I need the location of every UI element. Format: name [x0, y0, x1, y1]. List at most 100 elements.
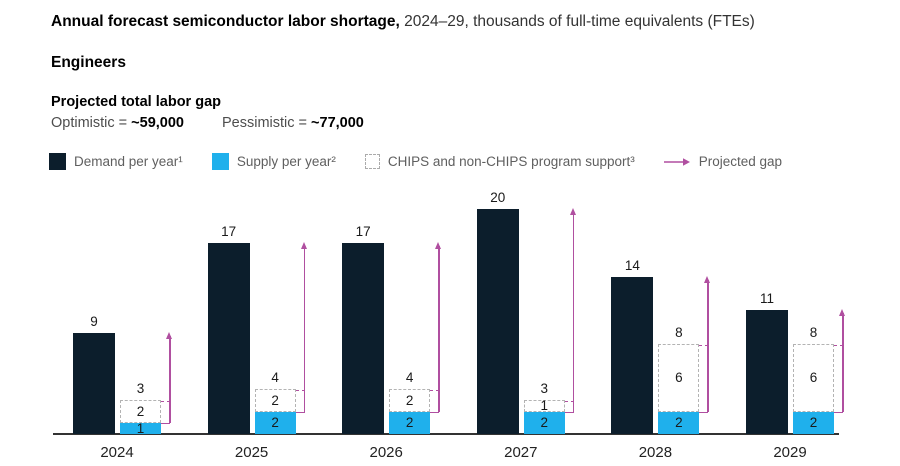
stack-total-label: 8 [675, 325, 683, 340]
demand-bar [207, 242, 250, 434]
supply-value-label: 1 [136, 420, 145, 436]
stack-total-label: 3 [540, 381, 549, 397]
chart-legend: Demand per year¹ Supply per year² CHIPS … [49, 153, 782, 170]
supply-bar [658, 411, 700, 434]
gap-connector-dashed [834, 344, 843, 346]
supply-value-label: 2 [809, 415, 818, 431]
chips-support-box [658, 344, 700, 412]
projected-gap-arrow-icon [663, 157, 690, 166]
chips-value-label: 2 [405, 392, 414, 408]
stack-total-label: 8 [809, 325, 818, 340]
demand-value-label: 11 [759, 291, 774, 307]
legend-item-demand: Demand per year¹ [49, 153, 183, 170]
projected-gap-arrow [572, 212, 575, 412]
gap-connector-dashed [430, 389, 440, 391]
bar-group-2025: 17 4 2 2 2025 [207, 189, 314, 461]
optimistic-gap-value: Optimistic = ~59,000 [51, 115, 184, 131]
chart-subtitle: Engineers [51, 54, 126, 71]
stack-total-label: 3 [136, 381, 145, 397]
demand-bar [342, 242, 385, 434]
chips-value-label: 1 [540, 398, 549, 414]
supply-bar [254, 411, 296, 434]
supply-bar [793, 411, 834, 434]
bar-group-2028: 14 8 6 2 2028 [611, 189, 717, 461]
pessimistic-label: Pessimistic = [222, 115, 312, 131]
bar-group-2027: 20 3 1 2 2027 [476, 189, 583, 461]
chips-support-box [120, 400, 161, 423]
x-axis-label: 2024 [100, 444, 134, 461]
chips-value-label: 2 [271, 392, 279, 408]
projected-gap-arrow [303, 245, 306, 412]
supply-bar [120, 422, 161, 434]
projected-gap-arrow [438, 245, 440, 412]
plot-area: 9 3 2 1 2024 17 4 2 2 2025 17 4 2 2 2026 20 3 1 2 2027 14 8 6 2… [53, 189, 873, 461]
gap-connector-solid [834, 411, 843, 414]
demand-value-label: 20 [490, 190, 506, 205]
gap-connector-solid [161, 422, 170, 425]
supply-bar [523, 411, 565, 434]
projected-gap-arrow [842, 313, 844, 412]
demand-bar [746, 310, 788, 434]
chips-support-box [389, 389, 431, 412]
page-title-regular: 2024–29, thousands of full-time equivale… [399, 13, 755, 30]
gap-connector-dashed [699, 344, 709, 346]
gap-connector-solid [430, 411, 440, 414]
bar-group-2029: 11 8 6 2 2029 [746, 189, 852, 461]
pessimistic-gap-value: Pessimistic = ~77,000 [222, 115, 364, 131]
supply-value-label: 2 [675, 415, 683, 431]
chips-support-box [254, 389, 296, 412]
demand-value-label: 17 [355, 223, 371, 239]
gap-connector-dashed [564, 400, 574, 402]
x-axis-label: 2026 [369, 444, 403, 461]
gap-connector-solid [295, 411, 305, 414]
page-title: Annual forecast semiconductor labor shor… [51, 13, 755, 32]
projected-gap-arrowhead [569, 208, 576, 215]
x-axis-label: 2029 [773, 444, 807, 461]
demand-value-label: 9 [90, 313, 98, 329]
labor-gap-heading: Projected total labor gap [51, 94, 221, 110]
supply-value-label: 2 [540, 415, 549, 431]
projected-gap-arrow [707, 279, 709, 412]
x-axis-label: 2025 [234, 444, 269, 461]
projected-gap-arrow [169, 335, 171, 423]
gap-connector-solid [699, 411, 709, 414]
supply-swatch-icon [211, 153, 229, 170]
chips-value-label: 2 [136, 404, 145, 419]
chips-swatch-icon [364, 154, 380, 169]
chips-support-box [793, 344, 834, 412]
legend-item-supply: Supply per year² [211, 153, 336, 170]
legend-demand-label: Demand per year¹ [74, 154, 183, 169]
supply-value-label: 2 [405, 415, 414, 431]
gap-connector-dashed [295, 389, 305, 391]
gap-connector-dashed [161, 400, 170, 402]
demand-value-label: 14 [624, 257, 640, 273]
legend-supply-label: Supply per year² [236, 154, 336, 169]
demand-swatch-icon [49, 153, 66, 170]
supply-value-label: 2 [271, 415, 279, 431]
demand-value-label: 17 [221, 223, 237, 239]
demand-bar [476, 209, 519, 434]
pessimistic-number: ~77,000 [311, 115, 364, 131]
demand-bar [73, 332, 115, 434]
chips-value-label: 6 [809, 370, 818, 386]
legend-chips-label: CHIPS and non-CHIPS program support³ [387, 154, 635, 169]
legend-projected-gap-label: Projected gap [698, 154, 783, 169]
optimistic-number: ~59,000 [131, 115, 184, 131]
projected-gap-arrowhead [300, 241, 307, 249]
page-title-bold: Annual forecast semiconductor labor shor… [51, 13, 400, 30]
x-axis-label: 2028 [638, 444, 673, 461]
projected-gap-arrowhead [704, 275, 711, 283]
stack-total-label: 4 [405, 370, 414, 385]
demand-bar [611, 276, 654, 434]
x-axis-line [53, 433, 839, 435]
stack-total-label: 4 [271, 370, 279, 385]
gap-connector-solid [564, 411, 574, 414]
optimistic-label: Optimistic = [51, 115, 132, 131]
bar-group-2026: 17 4 2 2 2026 [342, 189, 448, 461]
chips-value-label: 6 [675, 370, 683, 386]
x-axis-label: 2027 [504, 444, 538, 461]
projected-gap-arrowhead [435, 241, 442, 249]
legend-item-projected-gap: Projected gap [663, 154, 783, 169]
projected-gap-arrowhead [839, 309, 845, 317]
labor-gap-values: Optimistic = ~59,000 Pessimistic = ~77,00… [51, 115, 364, 131]
